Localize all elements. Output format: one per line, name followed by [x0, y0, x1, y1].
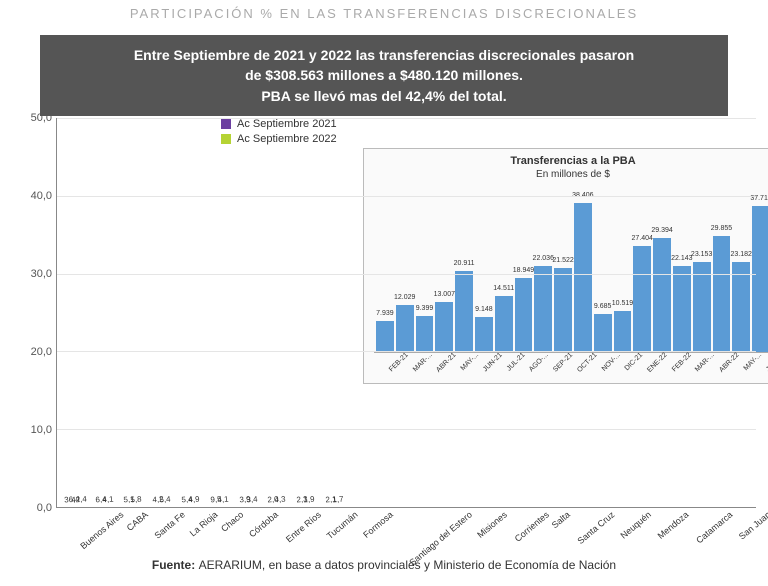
x-label: Formosa: [362, 509, 411, 558]
grid-line: [57, 196, 756, 197]
inset-bar: 18.949: [515, 278, 533, 352]
legend-swatch: [221, 119, 231, 129]
inset-bar-value: 9.399: [416, 305, 434, 312]
plot-area: 36,442,46,44,15,15,84,25,45,44,99,54,13,…: [56, 118, 756, 508]
y-tick: 0,0: [37, 502, 52, 514]
inset-x-labels: FEB-21MAR-...ABR-21MAY-...JUN-21JUL-21AG…: [374, 353, 768, 383]
inset-bar: 29.855: [713, 236, 731, 352]
x-label: Santiago del Estero: [407, 509, 489, 586]
source-line: Fuente: AERARIUM, en base a datos provin…: [0, 558, 768, 572]
grid-line: [57, 351, 756, 352]
inset-bar-value: 23.182: [731, 251, 752, 258]
bar-value-label: 4,1: [102, 495, 114, 505]
bar-value-label: 1,9: [303, 495, 315, 505]
inset-plot: 7.93912.0299.39913.00720.9119.14814.5111…: [374, 189, 768, 353]
inset-chart: Transferencias a la PBA En millones de $…: [363, 148, 768, 384]
inset-bar-value: 22.143: [671, 255, 692, 262]
bar-value-label: 1,7: [332, 495, 344, 505]
bar-value-label: 3,4: [246, 495, 258, 505]
inset-bar-value: 23.153: [691, 251, 712, 258]
bar-value-label: 4,1: [217, 495, 229, 505]
bar-value-label: 4,3: [275, 495, 287, 505]
chart-title: PARTICIPACIÓN % EN LAS TRANSFERENCIAS DI…: [0, 0, 768, 21]
inset-bar: 29.394: [653, 238, 671, 352]
y-tick: 10,0: [31, 424, 52, 436]
summary-banner: Entre Septiembre de 2021 y 2022 las tran…: [40, 35, 728, 116]
y-tick: 20,0: [31, 346, 52, 358]
inset-bar-value: 9.148: [475, 306, 493, 313]
inset-bar: 22.036: [534, 266, 552, 352]
legend: Ac Septiembre 2021 Ac Septiembre 2022: [221, 118, 337, 148]
y-tick: 50,0: [31, 112, 52, 124]
y-tick: 40,0: [31, 190, 52, 202]
inset-bar: 23.182: [732, 262, 750, 352]
bar-value-label: 5,8: [131, 495, 143, 505]
inset-bar: 22.143: [673, 266, 691, 352]
inset-bar: 38.406: [574, 203, 592, 352]
inset-bar-value: 10.519: [612, 300, 633, 307]
legend-row: Ac Septiembre 2022: [221, 133, 337, 145]
main-chart: 0,010,020,030,040,050,0 36,442,46,44,15,…: [20, 118, 756, 536]
x-labels: Buenos AiresCABASanta FeLa RiojaChacoCór…: [56, 510, 756, 544]
bar-value-label: 4,9: [188, 495, 200, 505]
inset-bar: 12.029: [396, 305, 414, 352]
inset-bar: 13.007: [435, 302, 453, 352]
inset-bar: 23.153: [693, 262, 711, 352]
bar-value-label: 42,4: [71, 494, 87, 504]
legend-row: Ac Septiembre 2021: [221, 118, 337, 130]
banner-line-1: Entre Septiembre de 2021 y 2022 las tran…: [52, 45, 716, 65]
inset-bar: 9.399: [416, 316, 434, 352]
y-axis: 0,010,020,030,040,050,0: [20, 118, 56, 508]
grid-line: [57, 118, 756, 119]
inset-bar-value: 29.394: [651, 227, 672, 234]
inset-bar: 37.717: [752, 206, 768, 352]
legend-swatch: [221, 134, 231, 144]
legend-label: Ac Septiembre 2022: [237, 133, 337, 145]
inset-bar: 9.148: [475, 317, 493, 353]
inset-subtitle: En millones de $: [364, 169, 768, 184]
source-text: AERARIUM, en base a datos provinciales y…: [199, 558, 617, 572]
inset-bar: 10.519: [614, 311, 632, 352]
inset-bar: 14.511: [495, 296, 513, 352]
bar-value-label: 5,4: [159, 495, 171, 505]
banner-line-3: PBA se llevó mas del 42,4% del total.: [52, 86, 716, 106]
inset-bar: 9.685: [594, 314, 612, 352]
source-prefix: Fuente:: [152, 558, 199, 572]
inset-bar-value: 22.036: [533, 255, 554, 262]
y-tick: 30,0: [31, 268, 52, 280]
inset-title: Transferencias a la PBA: [364, 149, 768, 169]
inset-bar: 7.939: [376, 321, 394, 352]
legend-label: Ac Septiembre 2021: [237, 118, 337, 130]
inset-bar-value: 27.404: [632, 235, 653, 242]
inset-bar-value: 9.685: [594, 303, 612, 310]
inset-bar: 21.522: [554, 268, 572, 352]
inset-bar: 27.404: [633, 246, 651, 352]
banner-line-2: de $308.563 millones a $480.120 millones…: [52, 65, 716, 85]
x-label: San Juan: [737, 509, 768, 559]
inset-bar-value: 29.855: [711, 225, 732, 232]
inset-bar-value: 12.029: [394, 294, 415, 301]
grid-line: [57, 274, 756, 275]
inset-bar-value: 13.007: [434, 291, 455, 298]
grid-line: [57, 429, 756, 430]
inset-bar: 20.911: [455, 271, 473, 352]
inset-bar-value: 20.911: [454, 260, 475, 267]
inset-bar-value: 7.939: [376, 310, 394, 317]
inset-bar-value: 14.511: [493, 285, 514, 292]
inset-bar-value: 21.522: [552, 257, 573, 264]
